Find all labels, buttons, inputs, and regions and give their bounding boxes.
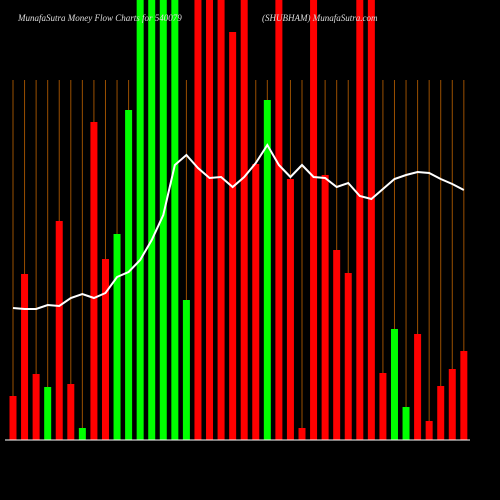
bar [390,329,398,440]
bar [321,175,329,440]
bar [159,0,167,440]
bar [414,334,422,440]
bar [333,250,341,440]
bar [9,396,17,440]
bar [182,300,190,440]
bar [217,0,225,440]
bar [32,374,40,440]
bar [101,259,109,440]
bar [55,221,63,440]
bar [125,110,133,440]
bar [402,407,410,440]
bar [240,0,248,440]
bar [206,0,214,440]
bar [263,100,271,440]
bar [194,0,202,440]
bar [448,369,456,440]
bar [286,179,294,440]
bar [298,428,306,440]
bar [425,421,433,440]
bar [229,32,237,440]
bar [78,428,86,440]
bar [252,164,260,440]
bar [67,384,75,440]
bar [275,0,283,440]
bar [379,373,387,440]
chart-title: MunafaSutra Money Flow Charts for 540079 [17,13,182,23]
bar [460,351,468,440]
bar [367,0,375,440]
chart-subtitle: (SHUBHAM) MunafaSutra.com [262,13,378,23]
bar [136,0,144,440]
bar [148,0,156,440]
bar [113,234,121,440]
bar [90,122,98,440]
bar [171,0,179,440]
bar [21,274,29,440]
bar [44,387,52,440]
line [12,143,465,310]
bar [310,0,318,440]
bar [356,0,364,440]
bar [344,273,352,440]
bar [437,386,445,440]
